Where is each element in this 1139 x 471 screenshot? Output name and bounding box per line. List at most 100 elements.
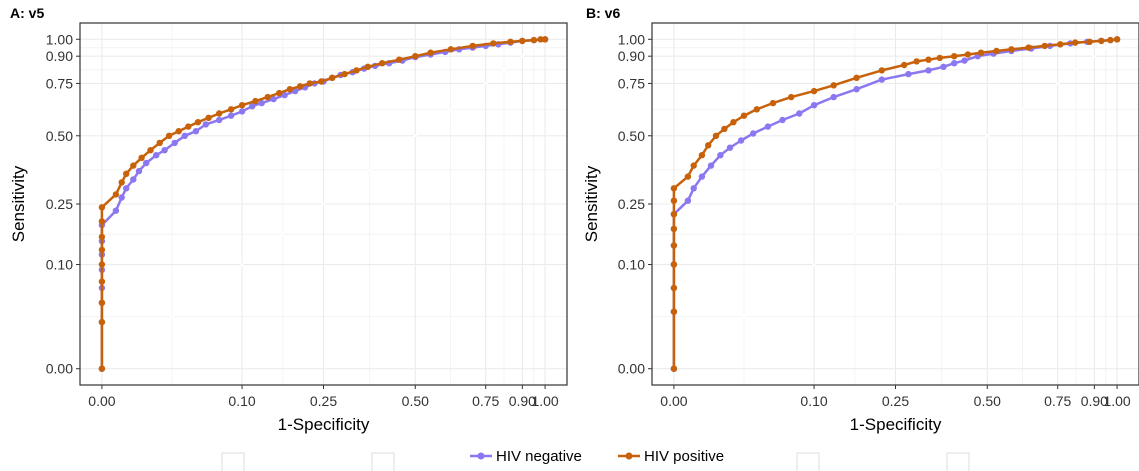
data-point	[965, 51, 971, 57]
data-point	[913, 58, 919, 64]
legend-label-hiv-negative: HIV negative	[496, 448, 582, 465]
x-axis-title: 1-Specificity	[850, 415, 942, 434]
data-point	[239, 108, 245, 114]
data-point	[1107, 37, 1113, 43]
data-point	[1098, 38, 1104, 44]
y-tick-label: 0.50	[46, 128, 73, 144]
data-point	[99, 261, 105, 267]
y-tick-label: 0.25	[618, 196, 645, 212]
data-point	[765, 123, 771, 129]
data-point	[297, 83, 303, 89]
data-point	[770, 100, 776, 106]
data-point	[99, 319, 105, 325]
x-tick-label: 0.75	[472, 393, 499, 409]
data-point	[685, 198, 691, 204]
legend-placeholder-box	[797, 453, 819, 471]
data-point	[130, 162, 136, 168]
data-point	[99, 204, 105, 210]
legend-placeholder-box	[372, 453, 394, 471]
legend-item-hiv-positive[interactable]: HIV positive	[618, 448, 724, 465]
data-point	[239, 102, 245, 108]
data-point	[831, 94, 837, 100]
data-point	[853, 75, 859, 81]
x-tick-label: 0.25	[882, 393, 909, 409]
x-tick-label: 0.50	[402, 393, 429, 409]
data-point	[265, 94, 271, 100]
data-point	[978, 50, 984, 56]
data-point	[879, 76, 885, 82]
data-point	[99, 366, 105, 372]
data-point	[811, 102, 817, 108]
data-point	[216, 117, 222, 123]
data-point	[166, 133, 172, 139]
data-point	[176, 128, 182, 134]
data-point	[1114, 36, 1120, 42]
legend: HIV negative HIV positive	[222, 448, 969, 471]
x-tick-label: 0.10	[800, 393, 827, 409]
x-tick-label: 1.00	[531, 393, 558, 409]
legend-label-hiv-positive: HIV positive	[644, 448, 724, 465]
legend-key-point	[626, 453, 633, 460]
data-point	[1008, 46, 1014, 52]
data-point	[136, 168, 142, 174]
data-point	[750, 130, 756, 136]
data-point	[216, 110, 222, 116]
data-point	[1042, 43, 1048, 49]
data-point	[925, 67, 931, 73]
data-point	[113, 191, 119, 197]
x-tick-label: 0.75	[1044, 393, 1071, 409]
data-point	[365, 64, 371, 70]
data-point	[671, 211, 677, 217]
data-point	[353, 67, 359, 73]
data-point	[396, 57, 402, 63]
data-point	[717, 152, 723, 158]
data-point	[203, 121, 209, 127]
data-point	[671, 185, 677, 191]
data-point	[228, 106, 234, 112]
data-point	[879, 67, 885, 73]
data-point	[99, 300, 105, 306]
data-point	[307, 80, 313, 86]
data-point	[329, 75, 335, 81]
data-point	[951, 60, 957, 66]
y-tick-label: 1.00	[618, 31, 645, 47]
data-point	[779, 117, 785, 123]
panel-a: 0.00 0.10 0.25 0.50 0.75 0.901.000.000.100.25…	[9, 5, 567, 434]
data-point	[531, 37, 537, 43]
data-point	[490, 40, 496, 46]
data-point	[699, 152, 705, 158]
data-point	[147, 147, 153, 153]
data-point	[276, 90, 282, 96]
data-point	[685, 173, 691, 179]
y-tick-label: 0.00	[618, 361, 645, 377]
data-point	[318, 78, 324, 84]
data-point	[727, 145, 733, 151]
y-tick-label: 0.10	[46, 257, 73, 273]
data-point	[157, 140, 163, 146]
panel-title: B: v6	[586, 5, 620, 21]
data-point	[940, 64, 946, 70]
data-point	[671, 261, 677, 267]
x-tick-label: 1.00	[1103, 393, 1130, 409]
data-point	[741, 113, 747, 119]
panel-title: A: v5	[10, 5, 44, 21]
data-point	[671, 242, 677, 248]
data-point	[123, 171, 129, 177]
data-point	[1025, 44, 1031, 50]
data-point	[195, 119, 201, 125]
data-point	[691, 162, 697, 168]
data-point	[507, 39, 513, 45]
data-point	[796, 110, 802, 116]
data-point	[671, 226, 677, 232]
data-point	[721, 126, 727, 132]
y-tick-label: 0.75	[618, 75, 645, 91]
data-point	[1057, 41, 1063, 47]
data-point	[708, 162, 714, 168]
data-point	[671, 285, 677, 291]
data-point	[341, 71, 347, 77]
y-tick-label: 0.25	[46, 196, 73, 212]
data-point	[961, 57, 967, 63]
y-tick-label: 0.75	[46, 75, 73, 91]
x-tick-label: 0.10	[228, 393, 255, 409]
legend-item-hiv-negative[interactable]: HIV negative	[470, 448, 582, 465]
